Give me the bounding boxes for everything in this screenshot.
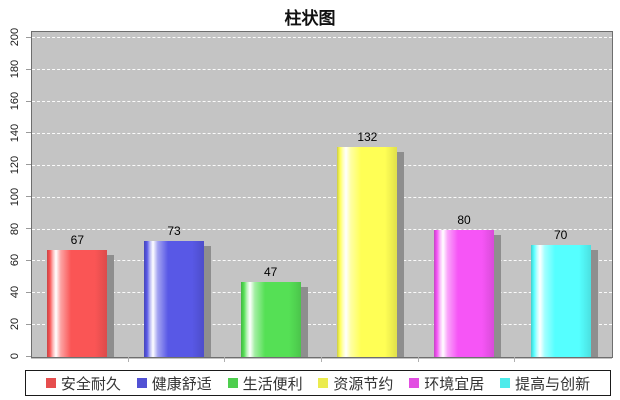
gridline-80 [32,228,612,230]
y-axis-label: 120 [9,155,21,174]
y-axis-tick [26,323,31,325]
y-axis-tick [26,259,31,261]
legend-item-环境宜居: 环境宜居 [409,373,484,394]
gridline-180 [32,69,612,71]
y-axis-label: 180 [9,60,21,79]
bar-提高与创新 [530,245,591,357]
bar-value-label: 67 [70,233,84,248]
legend-label: 健康舒适 [151,376,212,393]
legend-item-生活便利: 生活便利 [227,373,303,394]
bar-安全耐久 [47,250,108,357]
gridline-60 [32,260,612,262]
bar-value-label: 80 [457,212,471,227]
legend-item-资源节约: 资源节约 [318,373,393,394]
y-axis-tick [26,68,31,70]
legend-label: 提高与创新 [515,376,591,393]
x-axis-tick [224,357,226,362]
legend-swatch [136,378,147,388]
plot-area: 67 73 47 132 80 70 [31,31,613,358]
bar-环境宜居 [434,229,494,357]
gridline-120 [32,164,612,166]
legend-label: 环境宜居 [424,376,485,393]
gridline-160 [32,101,612,103]
gridline-20 [32,324,612,326]
y-axis-label: 60 [9,254,21,267]
legend-label: 安全耐久 [60,376,121,393]
x-axis-tick [321,357,322,362]
x-axis-tick [127,357,129,362]
y-axis-tick [26,36,31,38]
y-axis-tick [26,196,31,198]
y-axis-label: 100 [9,187,21,206]
bar-value-label: 132 [357,129,378,144]
bar-生活便利 [240,282,301,357]
legend-swatch [227,378,238,388]
y-axis-tick [26,100,31,102]
y-axis-tick [26,132,31,134]
legend-swatch [45,378,56,388]
bar-value-label: 70 [553,228,568,243]
legend-item-提高与创新: 提高与创新 [500,373,590,394]
bar-健康舒适 [144,240,204,357]
bar-value-label: 73 [167,223,181,238]
y-axis-label: 140 [9,123,21,143]
legend-label: 资源节约 [333,376,394,393]
gridline-200 [32,37,612,39]
y-axis-label: 40 [9,286,21,299]
y-axis-tick [26,291,31,293]
y-axis-label: 0 [9,352,21,360]
y-axis-label: 80 [9,222,21,235]
y-axis-label: 160 [9,91,21,111]
y-axis-label: 200 [9,28,21,47]
legend-swatch [318,378,329,388]
legend-swatch [500,378,511,388]
gridline-100 [32,196,612,198]
legend-swatch [409,378,420,388]
x-axis-tick [417,357,419,362]
legend-label: 生活便利 [242,376,303,393]
x-axis-tick [514,357,516,362]
gridline-40 [32,292,612,294]
gridline-140 [32,132,612,134]
y-axis-tick [26,164,31,166]
bar-资源节约 [337,146,398,357]
y-axis-label: 20 [9,318,21,331]
legend-item-健康舒适: 健康舒适 [136,373,212,394]
y-axis-tick [26,355,31,357]
legend-item-安全耐久: 安全耐久 [45,373,121,394]
legend: 安全耐久 健康舒适 生活便利 资源节约 环境宜居 提高与创新 [25,370,611,396]
y-axis-tick [26,228,31,230]
bar-value-label: 47 [263,265,278,280]
chart-title: 柱状图 [284,9,336,28]
